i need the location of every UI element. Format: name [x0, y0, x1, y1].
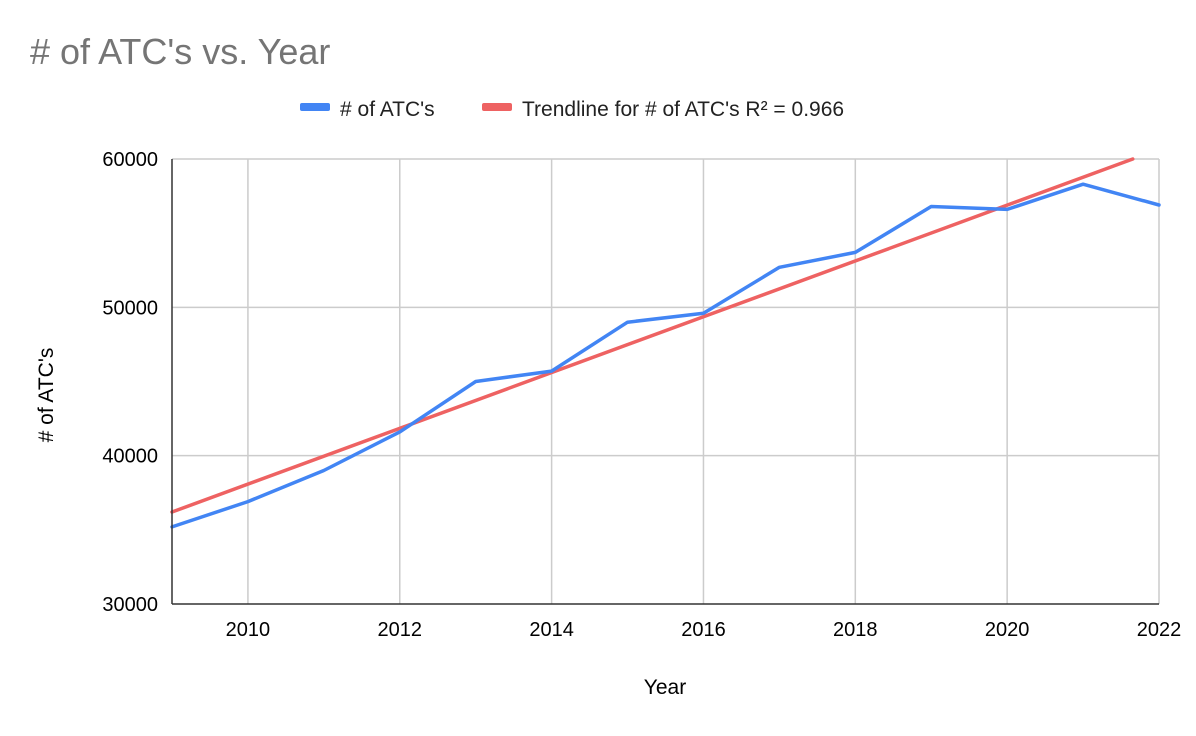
axes	[171, 159, 1159, 605]
legend-label-trendline: Trendline for # of ATC's R² = 0.966	[522, 98, 844, 121]
x-tick-label: 2010	[226, 619, 271, 641]
legend-label-series: # of ATC's	[340, 98, 435, 121]
plot-lines	[170, 157, 1161, 529]
x-tick-label: 2016	[681, 619, 726, 641]
x-tick-label: 2018	[833, 619, 878, 641]
x-axis-title: Year	[644, 676, 686, 699]
gridlines	[172, 158, 1160, 604]
legend-swatch-trendline	[482, 103, 512, 111]
x-tick-label: 2012	[378, 619, 423, 641]
x-tick-label: 2014	[529, 619, 574, 641]
y-tick-label: 60000	[102, 149, 158, 171]
y-tick-label: 30000	[102, 594, 158, 616]
legend: # of ATC's Trendline for # of ATC's R² =…	[300, 98, 844, 121]
x-tick-labels: 2010 2012 2014 2016 2018 2020 2022	[226, 619, 1182, 641]
y-tick-label: 50000	[102, 297, 158, 319]
x-tick-label: 2020	[985, 619, 1030, 641]
trendline	[170, 157, 1135, 514]
y-tick-labels: 30000 40000 50000 60000	[102, 149, 158, 616]
series-line	[170, 182, 1161, 529]
chart-title: # of ATC's vs. Year	[30, 31, 330, 72]
legend-swatch-series	[300, 103, 330, 111]
y-tick-label: 40000	[102, 446, 158, 468]
x-tick-label: 2022	[1137, 619, 1182, 641]
y-axis-title: # of ATC's	[35, 348, 58, 443]
